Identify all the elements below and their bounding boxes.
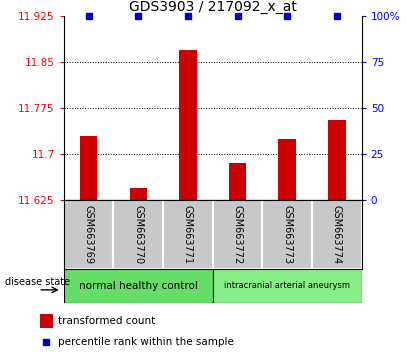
Text: GSM663772: GSM663772 bbox=[233, 205, 242, 264]
Text: GSM663770: GSM663770 bbox=[133, 205, 143, 264]
Bar bbox=[129, 188, 147, 200]
Bar bbox=[213, 200, 262, 269]
Bar bbox=[80, 136, 97, 200]
Bar bbox=[40, 314, 53, 328]
Text: GSM663774: GSM663774 bbox=[332, 205, 342, 264]
Text: disease state: disease state bbox=[5, 277, 70, 287]
Bar bbox=[213, 269, 362, 303]
Bar bbox=[279, 139, 296, 200]
Text: GSM663769: GSM663769 bbox=[83, 205, 94, 264]
Bar bbox=[64, 200, 113, 269]
Text: intracranial arterial aneurysm: intracranial arterial aneurysm bbox=[224, 281, 350, 290]
Bar bbox=[113, 200, 163, 269]
Bar bbox=[312, 200, 362, 269]
Bar bbox=[328, 120, 346, 200]
Bar bbox=[163, 200, 213, 269]
Text: GSM663771: GSM663771 bbox=[183, 205, 193, 264]
Text: transformed count: transformed count bbox=[58, 316, 155, 326]
Text: normal healthy control: normal healthy control bbox=[79, 281, 198, 291]
Bar bbox=[179, 50, 196, 200]
Bar bbox=[229, 163, 246, 200]
Bar bbox=[262, 200, 312, 269]
Title: GDS3903 / 217092_x_at: GDS3903 / 217092_x_at bbox=[129, 0, 297, 13]
Text: GSM663773: GSM663773 bbox=[282, 205, 292, 264]
Bar bbox=[64, 269, 213, 303]
Text: percentile rank within the sample: percentile rank within the sample bbox=[58, 337, 234, 347]
